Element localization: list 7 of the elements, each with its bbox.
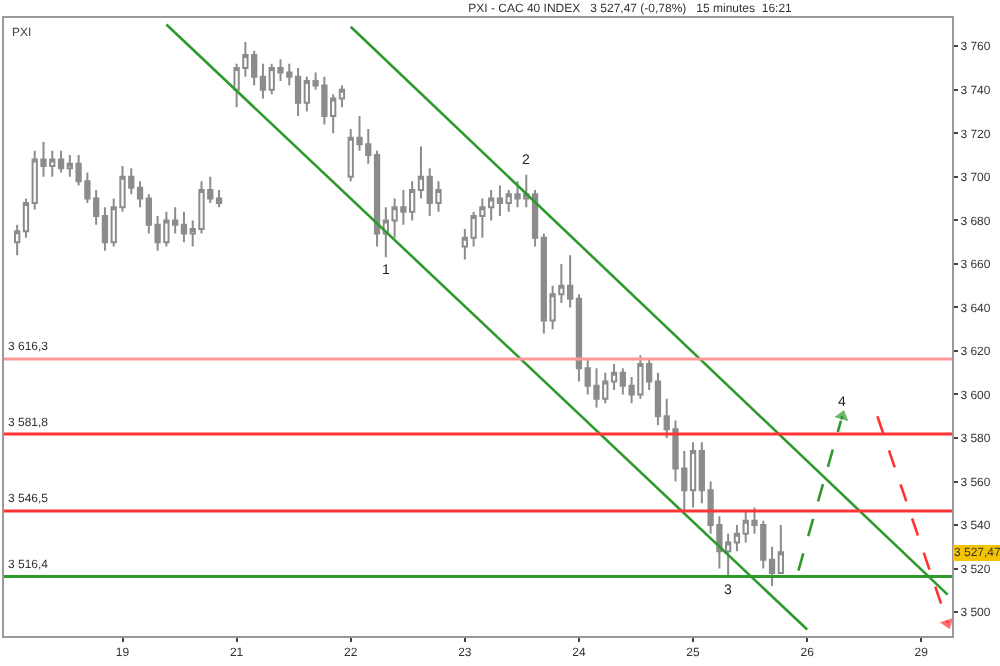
candlestick — [689, 441, 697, 509]
candlestick — [180, 210, 188, 244]
candlestick — [514, 180, 521, 209]
candlestick — [294, 67, 302, 117]
candlestick — [496, 184, 504, 218]
candlestick — [593, 367, 600, 409]
candlestick — [57, 149, 65, 174]
